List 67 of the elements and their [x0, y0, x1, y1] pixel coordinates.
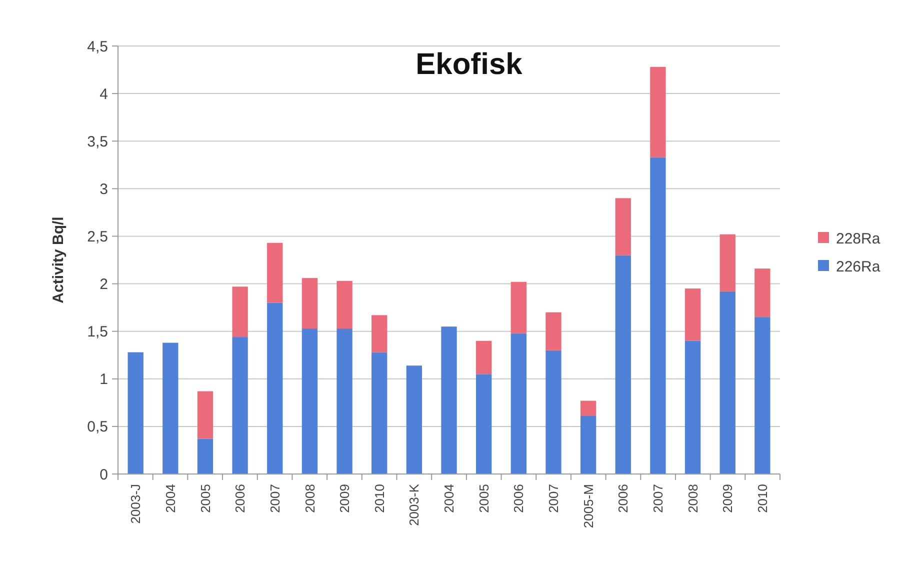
bar — [615, 255, 631, 474]
bar — [546, 312, 562, 350]
x-tick-label: 2009 — [337, 484, 352, 513]
y-tick-label: 3,5 — [87, 133, 108, 150]
bar — [232, 337, 248, 474]
x-tick-label: 2004 — [442, 484, 457, 513]
bar — [476, 340, 492, 374]
x-tick-label: 2006 — [232, 484, 248, 513]
y-tick-label: 4 — [100, 86, 108, 103]
bar — [197, 391, 214, 439]
bar — [267, 242, 283, 303]
bar — [302, 278, 318, 328]
y-tick-label: 1 — [100, 371, 108, 388]
x-tick-label: 2005 — [476, 484, 492, 513]
x-tick-label: 2008 — [685, 484, 700, 513]
x-tick-label: 2003-J — [128, 484, 144, 524]
bar — [720, 234, 736, 292]
bar — [162, 342, 178, 474]
bar — [754, 317, 770, 474]
bar — [372, 315, 388, 352]
bar — [510, 282, 526, 334]
x-tick-label: 2007 — [267, 484, 282, 513]
bar — [580, 400, 596, 416]
y-tick-label: 1,5 — [87, 324, 108, 341]
bar — [580, 416, 596, 474]
x-tick-label: 2009 — [720, 484, 736, 513]
x-tick-label: 2005 — [198, 484, 213, 513]
x-tick-label: 2010 — [372, 484, 387, 513]
x-tick-label: 2003-K — [406, 484, 422, 526]
legend-label: 226Ra — [836, 258, 881, 276]
y-tick-label: 2,5 — [87, 228, 108, 246]
bar — [441, 326, 457, 474]
x-tick-label: 2007 — [546, 484, 562, 513]
bar — [267, 302, 283, 474]
bar — [650, 157, 666, 474]
bar — [232, 286, 248, 338]
chart-title: Ekofisk — [416, 48, 523, 81]
x-tick-label: 2004 — [162, 484, 178, 513]
y-tick-label: 0 — [100, 466, 108, 484]
y-tick-label: 0,5 — [87, 418, 108, 436]
bar — [684, 288, 701, 341]
legend-label: 228Ra — [836, 230, 881, 248]
x-tick-label: 2010 — [754, 484, 770, 513]
bar — [476, 374, 492, 474]
bar — [197, 438, 214, 474]
y-tick-label: 2 — [100, 276, 108, 294]
bar — [336, 328, 352, 474]
x-tick-label: 2007 — [650, 484, 666, 513]
bar — [754, 268, 770, 318]
bar — [650, 66, 666, 158]
x-tick-label: 2006 — [616, 484, 631, 513]
x-tick-label: 2008 — [302, 484, 318, 513]
bar — [336, 280, 352, 328]
bar — [372, 352, 388, 474]
bar — [720, 291, 736, 474]
bar — [128, 352, 144, 474]
x-tick-label: 2006 — [511, 484, 526, 513]
bar — [546, 350, 562, 474]
bar — [615, 198, 631, 256]
y-axis-title: Activity Bq/l — [50, 216, 67, 304]
bar — [684, 340, 701, 474]
bar — [302, 328, 318, 474]
bar — [510, 333, 526, 474]
y-tick-label: 4,5 — [87, 38, 108, 56]
x-tick-label: 2005-M — [580, 484, 596, 528]
bar — [406, 366, 422, 474]
y-tick-label: 3 — [100, 180, 108, 198]
